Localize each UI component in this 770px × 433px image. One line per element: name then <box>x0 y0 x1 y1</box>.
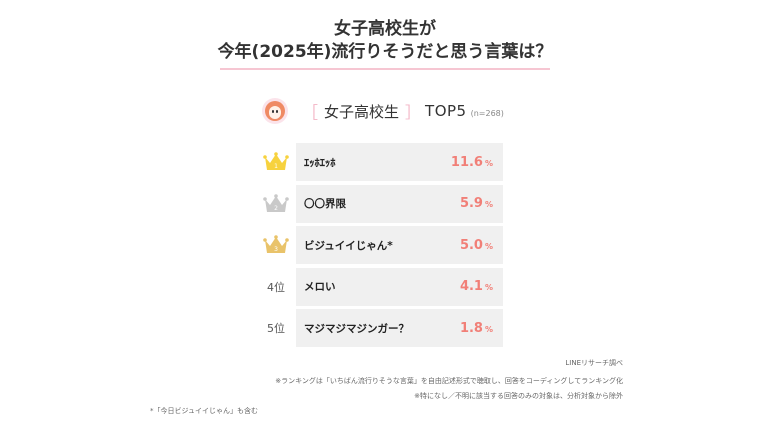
rank-label: 5位 <box>267 322 285 335</box>
title-divider <box>220 68 550 70</box>
footnote-2: ※特になし／不明に該当する回答のみの対象は、分析対象から除外 <box>414 392 623 400</box>
source-note: LINEリサーチ調べ <box>565 359 623 367</box>
ranking-value: 5.9% <box>459 196 493 211</box>
footnote-3: *「今日ビジュイイじゃん」も含む <box>150 407 259 415</box>
ranking-bar: ｴｯﾎｴｯﾎ 11.6% <box>296 143 503 181</box>
ranking-word: メロい <box>304 281 336 293</box>
svg-text:3: 3 <box>274 246 278 253</box>
ranking-row-2: 2 〇〇界限 5.9% <box>258 184 508 223</box>
crown-icon-rank-2: 2 <box>258 185 294 223</box>
page-title-line2: 今年(2025年)流行りそうだと思う言葉は？ <box>217 42 553 62</box>
ranking-bar: マジマジマジンガー？ 1.8% <box>296 309 503 347</box>
crown-icon-rank-3: 3 <box>258 226 294 264</box>
ranking-value: 5.0% <box>459 237 493 253</box>
ranking-heading: ［ 女子高校生 ］ TOP5 (n=268) <box>262 97 504 125</box>
crown-icon-rank-1: 1 <box>258 143 294 181</box>
ranking-bar: 〇〇界限 5.9% <box>296 184 503 223</box>
ranking-row-1: 1 ｴｯﾎｴｯﾎ 11.6% <box>258 143 508 181</box>
ranking-bar: ビジュイイじゃん* 5.0% <box>296 226 503 264</box>
footnote-1: ※ランキングは「いちばん流行りそうな言葉」を自由記述形式で聴取し、回答をコーディ… <box>275 377 623 385</box>
ranking-word: マジマジマジンガー？ <box>304 322 409 335</box>
ranking-word: ｴｯﾎｴｯﾎ <box>304 156 336 169</box>
ranking-row-4: 4位 メロい 4.1% <box>258 267 508 306</box>
percent-unit: % <box>484 158 493 168</box>
ranking-value: 11.6% <box>450 154 493 170</box>
page-title-line1: 女子高校生が <box>334 19 436 39</box>
svg-text:1: 1 <box>274 163 278 170</box>
percent-unit: % <box>484 200 493 209</box>
girl-avatar-icon <box>262 98 288 124</box>
percent-unit: % <box>484 324 493 334</box>
heading-top5: TOP5 <box>425 102 467 120</box>
percent-unit: % <box>484 283 493 292</box>
heading-group: 女子高校生 <box>324 102 400 121</box>
heading-sample-size: (n=268) <box>470 108 504 118</box>
ranking-value: 1.8% <box>459 320 493 336</box>
heading-open-bracket: ［ <box>302 103 319 122</box>
ranking-word: 〇〇界限 <box>304 198 346 210</box>
heading-close-bracket: ］ <box>405 103 422 122</box>
percent-unit: % <box>484 241 493 251</box>
ranking-row-3: 3 ビジュイイじゃん* 5.0% <box>258 226 508 264</box>
svg-text:2: 2 <box>274 205 278 212</box>
ranking-row-5: 5位 マジマジマジンガー？ 1.8% <box>258 309 508 347</box>
ranking-bar: メロい 4.1% <box>296 267 503 306</box>
ranking-value: 4.1% <box>459 279 493 294</box>
ranking-word: ビジュイイじゃん* <box>304 239 393 252</box>
rank-label: 4位 <box>267 280 285 294</box>
